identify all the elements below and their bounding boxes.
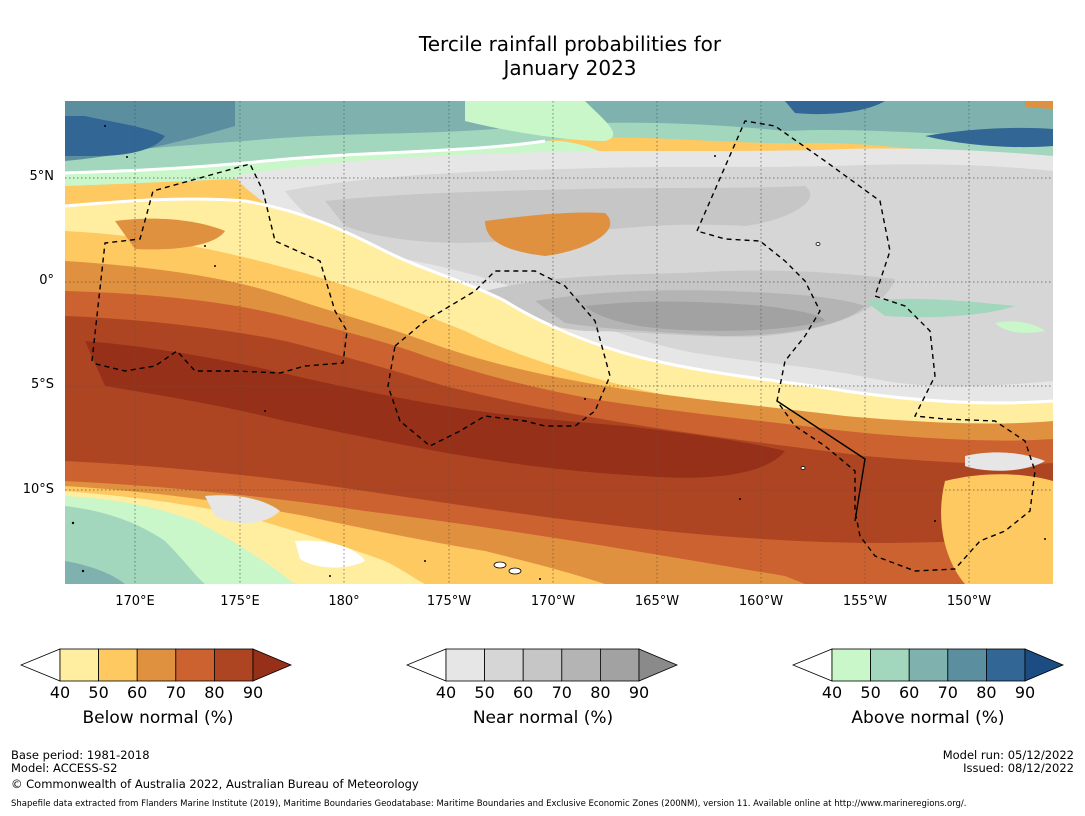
lat-label-10s: 10°S — [22, 482, 54, 497]
tick: 50 — [474, 683, 495, 702]
tick: 80 — [590, 683, 611, 702]
colorbar-lower-extension — [406, 648, 447, 682]
footer-right: Model run: 05/12/2022 Issued: 08/12/2022 — [943, 749, 1074, 775]
colorbar-segment — [522, 648, 563, 682]
footer-left: Base period: 1981-2018 Model: ACCESS-S2 … — [11, 749, 419, 791]
map-title: Tercile rainfall probabilities for Janua… — [0, 32, 1085, 80]
lon-label-150w: 150°W — [946, 594, 992, 609]
colorbar-segment — [831, 648, 871, 682]
colorbar-above-normal — [792, 648, 1065, 682]
colorbar-upper-extension — [252, 648, 293, 682]
colorbar-below-normal — [20, 648, 293, 682]
colorbar-upper-extension — [1024, 648, 1065, 682]
tick: 70 — [551, 683, 572, 702]
tick: 50 — [860, 683, 881, 702]
tick: 90 — [628, 683, 650, 702]
colorbar-segment — [213, 648, 254, 682]
colorbar-above-label: Above normal (%) — [851, 708, 1005, 728]
base-period: Base period: 1981-2018 — [11, 748, 150, 762]
tick: 40 — [821, 683, 843, 702]
colorbar-segment — [599, 648, 640, 682]
tick: 50 — [88, 683, 109, 702]
lon-label-165w: 165°W — [634, 594, 680, 609]
colorbar-segment — [445, 648, 485, 682]
colorbar-near-normal — [406, 648, 679, 682]
tick: 60 — [899, 683, 920, 702]
colorbar-near-label: Near normal (%) — [472, 708, 614, 728]
tick: 60 — [127, 683, 148, 702]
lon-label-175e: 175°E — [220, 594, 260, 609]
colorbar-lower-extension — [792, 648, 833, 682]
model-name: Model: ACCESS-S2 — [11, 761, 118, 775]
rainfall-probability-map — [65, 101, 1053, 584]
colorbar-segment — [175, 648, 215, 682]
title-line-2: January 2023 — [503, 56, 637, 80]
issued-date: Issued: 08/12/2022 — [963, 761, 1074, 775]
tick: 60 — [513, 683, 534, 702]
colorbar-segment — [870, 648, 910, 682]
colorbar-segment — [947, 648, 987, 682]
colorbar-segment — [484, 648, 524, 682]
lon-label-155w: 155°W — [842, 594, 888, 609]
lon-label-170e: 170°E — [115, 594, 155, 609]
tick: 90 — [242, 683, 264, 702]
tick: 80 — [976, 683, 997, 702]
lat-label-5n: 5°N — [29, 169, 55, 184]
tick: 90 — [1014, 683, 1036, 702]
tick: 70 — [165, 683, 186, 702]
tick: 70 — [937, 683, 958, 702]
copyright: © Commonwealth of Australia 2022, Austra… — [11, 777, 419, 791]
lon-label-175w: 175°W — [426, 594, 472, 609]
colorbar-upper-extension — [638, 648, 679, 682]
colorbar-segment — [561, 648, 601, 682]
tick: 80 — [204, 683, 225, 702]
colorbar-lower-extension — [20, 648, 61, 682]
colorbar-segment — [985, 648, 1026, 682]
colorbar-segment — [59, 648, 99, 682]
colorbar-segment — [136, 648, 177, 682]
lon-label-170w: 170°W — [530, 594, 576, 609]
tick: 40 — [49, 683, 71, 702]
colorbar-segment — [908, 648, 949, 682]
lon-label-160w: 160°W — [738, 594, 784, 609]
shapefile-credit: Shapefile data extracted from Flanders M… — [11, 799, 967, 809]
colorbar-below-label: Below normal (%) — [82, 708, 234, 728]
lat-label-0: 0° — [39, 273, 54, 288]
colorbar-segment — [98, 648, 138, 682]
tick: 40 — [435, 683, 457, 702]
title-line-1: Tercile rainfall probabilities for — [418, 32, 722, 56]
lat-label-5s: 5°S — [30, 377, 54, 392]
lon-label-180: 180° — [328, 594, 360, 609]
model-run: Model run: 05/12/2022 — [942, 748, 1074, 762]
